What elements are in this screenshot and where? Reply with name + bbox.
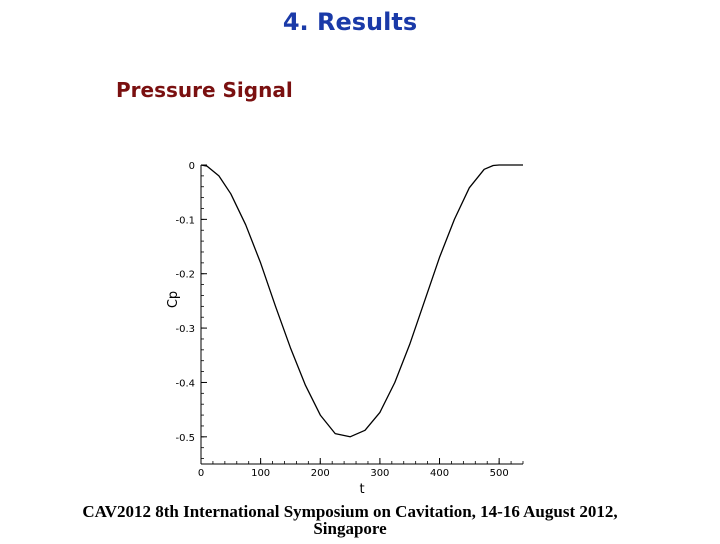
footer-line-1: CAV2012 8th International Symposium on C… xyxy=(82,502,618,521)
y-tick-label: 0 xyxy=(189,161,195,172)
cp-curve xyxy=(200,164,523,438)
y-axis-label: Cp xyxy=(166,291,181,308)
y-tick-label: -0.3 xyxy=(175,324,195,335)
x-tick-label: 400 xyxy=(430,468,449,479)
x-tick-label: 500 xyxy=(490,468,509,479)
x-axis-label: t xyxy=(359,482,364,497)
y-tick-label: -0.2 xyxy=(175,270,195,281)
slide-subtitle: Pressure Signal xyxy=(116,78,293,102)
slide-title: 4. Results xyxy=(282,8,418,36)
y-tick-label: -0.5 xyxy=(175,433,195,444)
x-tick-label: 0 xyxy=(198,468,204,479)
y-tick-label: -0.4 xyxy=(175,378,195,389)
footer-line-2: Singapore xyxy=(313,519,387,538)
x-tick-label: 100 xyxy=(251,468,270,479)
footer: CAV2012 8th International Symposium on C… xyxy=(0,503,700,537)
x-tick-label: 200 xyxy=(311,468,330,479)
y-tick-label: -0.1 xyxy=(175,215,195,226)
x-tick-label: 300 xyxy=(370,468,389,479)
